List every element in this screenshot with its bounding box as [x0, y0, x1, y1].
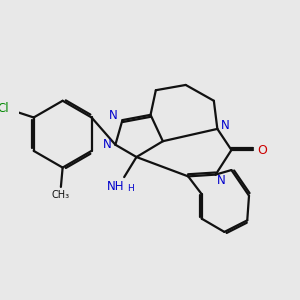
Text: NH: NH — [106, 180, 124, 193]
Text: Cl: Cl — [0, 102, 9, 115]
Text: N: N — [217, 174, 225, 188]
Text: CH₃: CH₃ — [52, 190, 70, 200]
Text: N: N — [109, 110, 118, 122]
Text: H: H — [127, 184, 134, 193]
Text: N: N — [103, 138, 112, 151]
Text: O: O — [257, 143, 267, 157]
Text: N: N — [221, 119, 230, 132]
